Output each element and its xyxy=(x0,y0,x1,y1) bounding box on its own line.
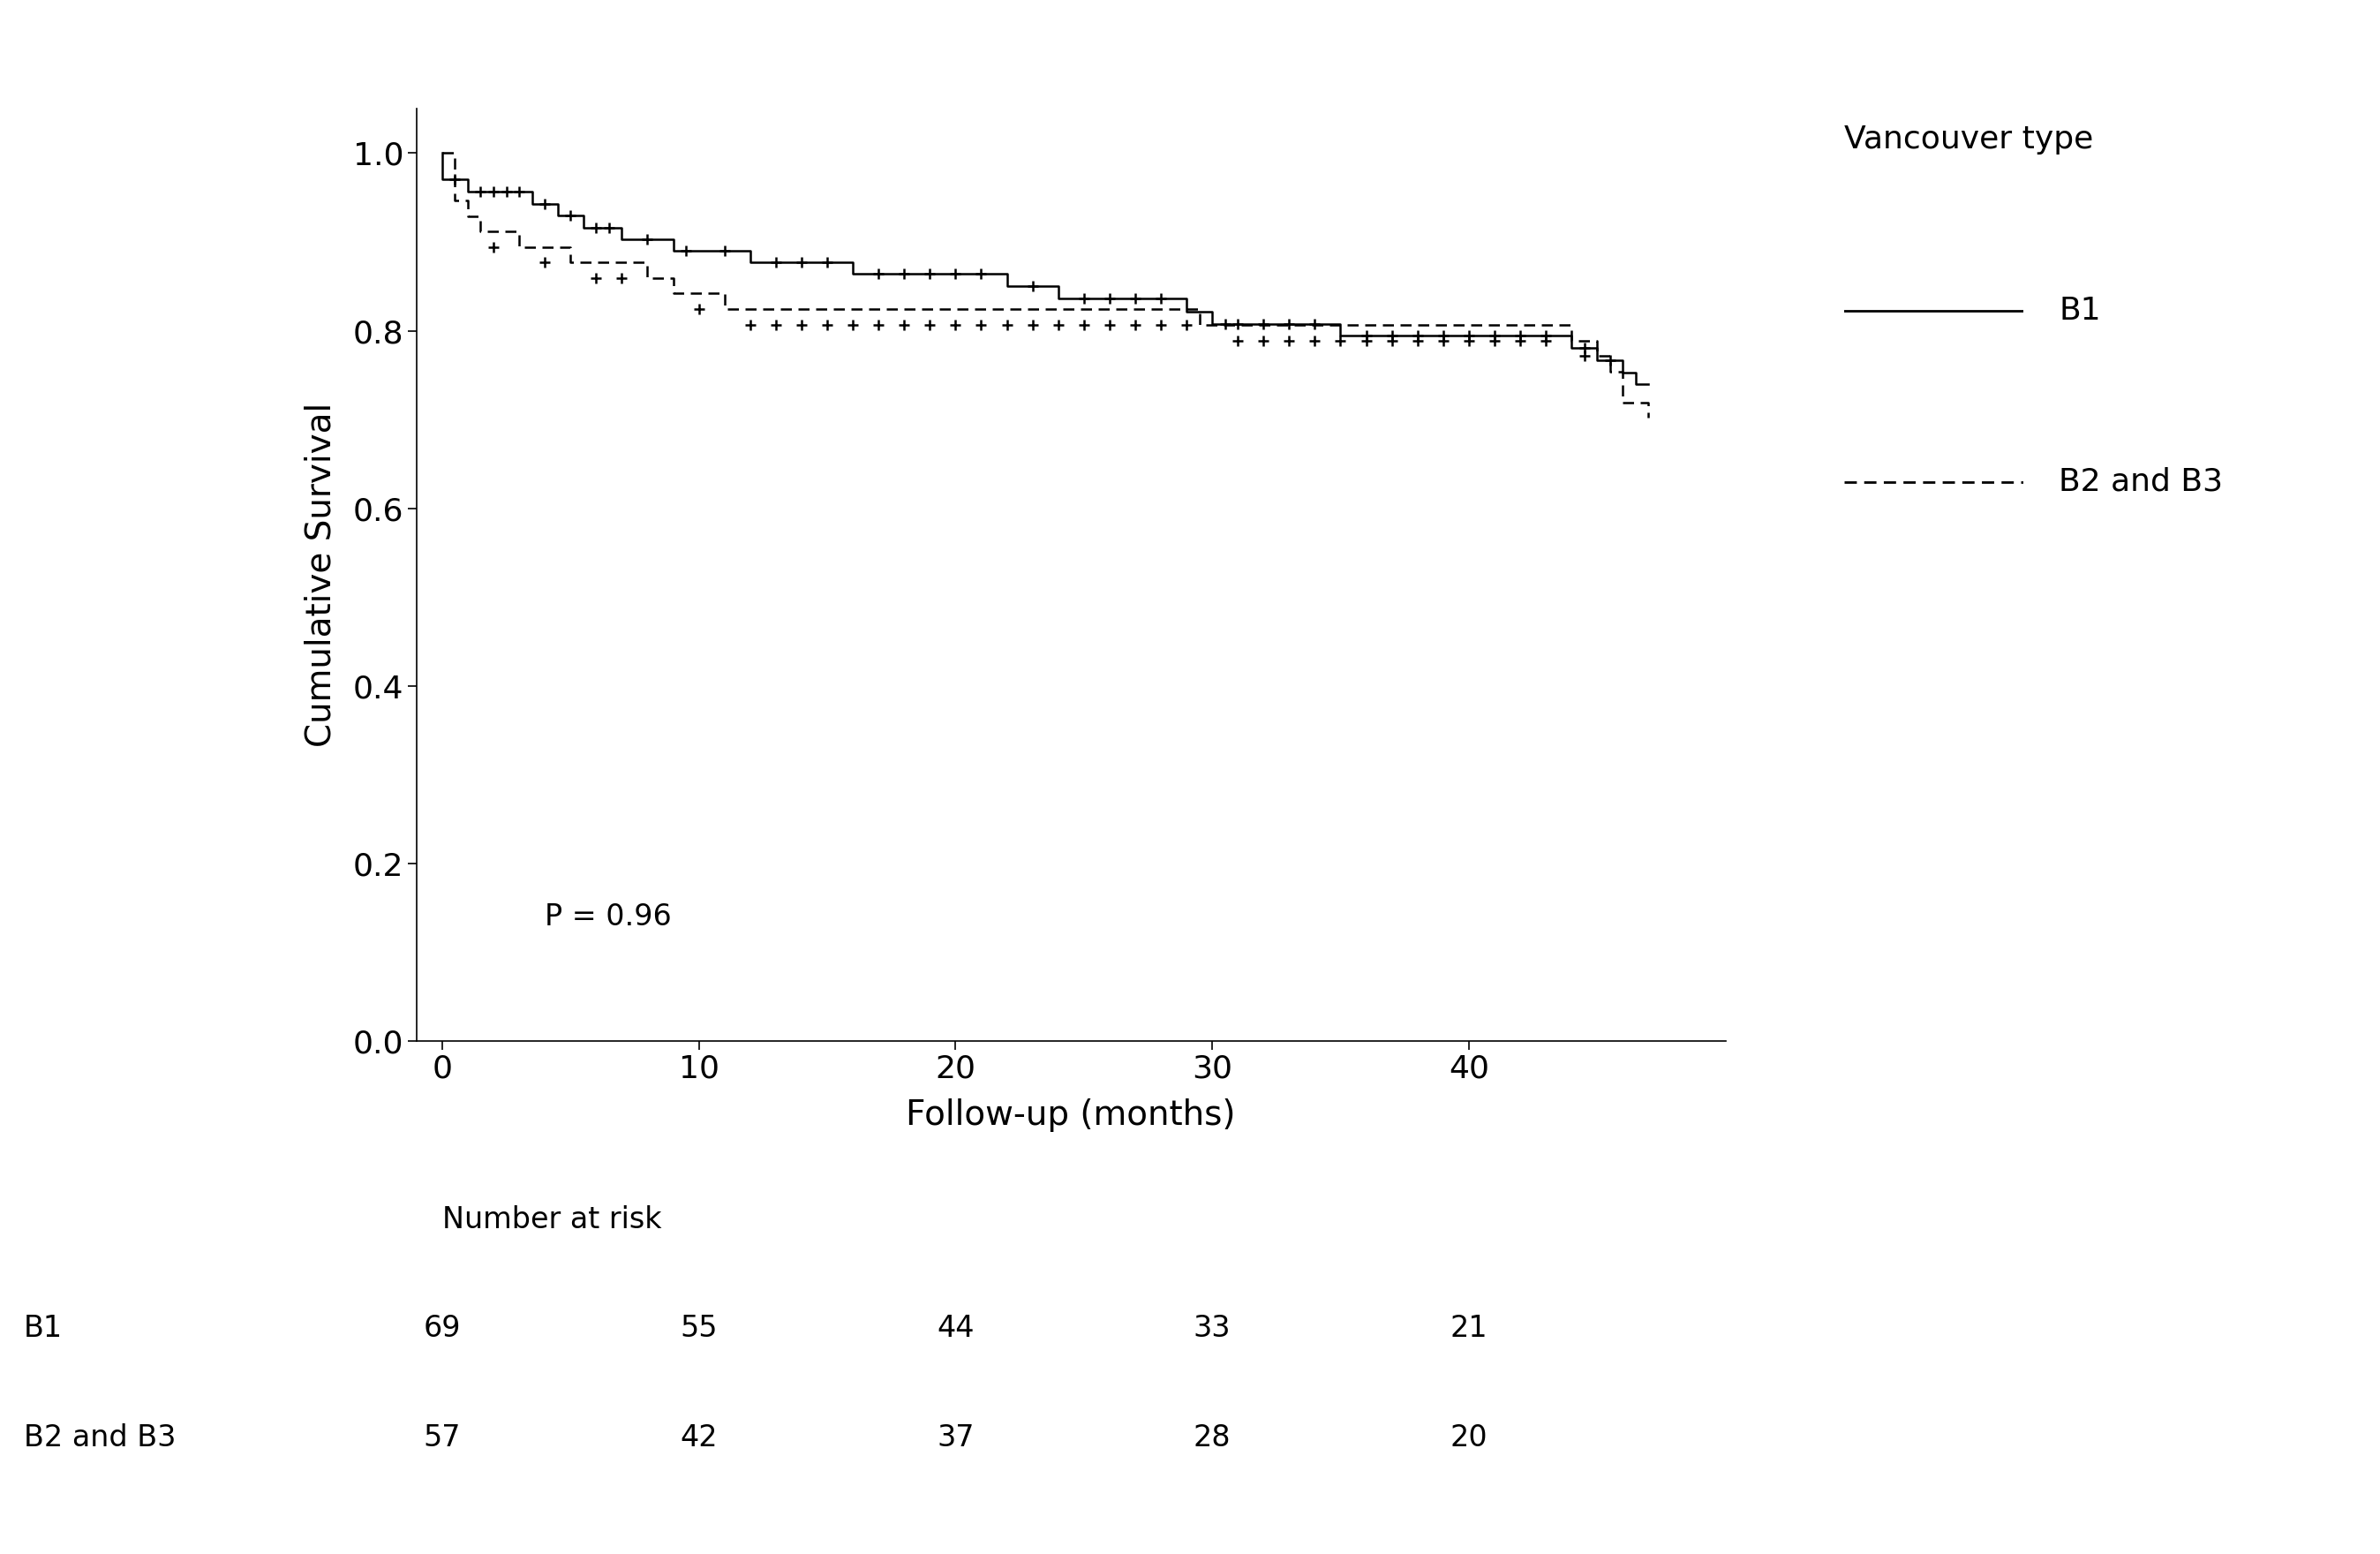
Text: 55: 55 xyxy=(681,1315,719,1343)
Text: 20: 20 xyxy=(1449,1423,1488,1451)
Text: 21: 21 xyxy=(1449,1315,1488,1343)
Text: B2 and B3: B2 and B3 xyxy=(24,1423,176,1451)
Text: 44: 44 xyxy=(938,1315,973,1343)
Text: 33: 33 xyxy=(1192,1315,1230,1343)
Text: Vancouver type: Vancouver type xyxy=(1844,124,2094,154)
Text: 42: 42 xyxy=(681,1423,719,1451)
Text: 69: 69 xyxy=(424,1315,462,1343)
Text: 28: 28 xyxy=(1192,1423,1230,1451)
Text: 57: 57 xyxy=(424,1423,462,1451)
X-axis label: Follow-up (months): Follow-up (months) xyxy=(907,1099,1235,1133)
Y-axis label: Cumulative Survival: Cumulative Survival xyxy=(305,402,338,747)
Text: Number at risk: Number at risk xyxy=(443,1206,662,1234)
Text: B2 and B3: B2 and B3 xyxy=(2059,466,2223,497)
Text: B1: B1 xyxy=(24,1315,62,1343)
Text: P = 0.96: P = 0.96 xyxy=(545,903,671,932)
Text: B1: B1 xyxy=(2059,295,2102,326)
Text: 37: 37 xyxy=(938,1423,973,1451)
